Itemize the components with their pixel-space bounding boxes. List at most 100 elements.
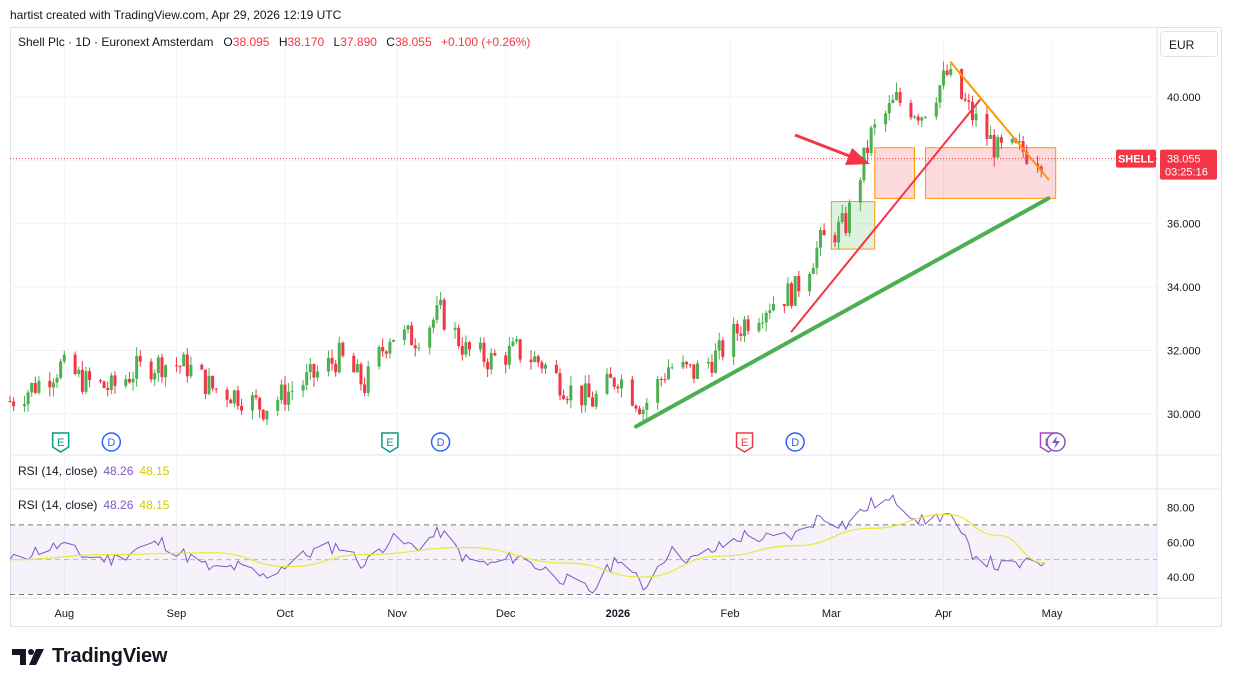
dividend-badge [430,432,451,452]
candle-body [786,283,790,307]
candle-body [638,408,642,414]
candle-body [26,392,30,405]
candle-body [641,409,645,414]
candle-body [37,380,41,393]
orange-resistance-trendline [949,61,1050,181]
time-tick-label: Sep [167,608,187,620]
candle-body [840,213,844,222]
candle-body [934,102,938,117]
candles-group [8,61,1043,426]
candle-body [811,267,815,274]
candle-body [102,381,106,389]
high-label: H [278,35,288,49]
candle-body [554,364,558,374]
candle-body [377,346,381,367]
candle-body [873,124,877,128]
red-arrow-head [845,148,870,165]
candle-body [688,364,692,366]
candle-body [771,304,775,311]
time-tick-label: Nov [387,608,407,620]
candle-body [178,366,182,368]
candle-body [460,345,464,355]
rsi-label-1[interactable]: RSI (14, close) [18,464,98,478]
candle-body [337,342,341,373]
candle-body [818,229,822,248]
candle-body [359,364,363,385]
candle-body [366,366,370,393]
time-tick-label: 2026 [606,608,630,620]
candle-body [985,113,989,139]
time-tick-label: Apr [935,608,952,620]
candle-body [735,323,739,334]
price-tick-label: 34.000 [1167,282,1201,294]
candle-body [815,247,819,268]
candle-body [938,85,942,103]
rsi-label-2[interactable]: RSI (14, close) [18,498,98,512]
candle-body [236,390,240,406]
time-tick-label: Oct [276,608,293,620]
candle-body [189,364,193,377]
candle-body [616,386,620,389]
candle-body [51,382,55,388]
candle-body [757,322,761,331]
candle-body [207,375,211,395]
candle-body [305,372,309,385]
candle-body [529,359,533,363]
candle-body [113,375,117,386]
candle-body [98,380,102,382]
candle-body [200,364,204,370]
tradingview-logo-text: TradingView [52,645,168,667]
price-tag-bg [1160,149,1217,180]
rsi-tick-label: 80.00 [1167,502,1195,514]
candle-body [312,364,316,378]
price-tick-label: 30.000 [1167,409,1201,421]
candle-body [410,325,414,346]
candle-body [858,180,862,203]
candle-body [135,356,139,379]
earnings-badge [51,432,70,453]
candle-body [504,355,508,365]
candle-body [290,390,294,392]
candle-body [963,98,967,101]
candle-body [127,379,131,383]
candle-body [706,361,710,364]
candle-body [714,350,718,373]
candle-body [240,405,244,411]
symbol-title[interactable]: Shell Plc · 1D · Euronext Amsterdam [18,35,214,49]
earnings-badge-letter: E [57,437,64,449]
candle-body [630,379,634,406]
earnings-badge [381,432,399,453]
candle-body [797,276,801,292]
currency-selector[interactable]: EUR [1160,31,1218,57]
candle-body [967,100,971,102]
candle-body [258,397,262,410]
candle-body [88,371,92,381]
low-value: 37.890 [340,35,377,49]
candle-body [583,383,587,406]
candle-body [974,113,978,121]
candle-body [1039,166,1043,172]
red-arrow-shaft [794,133,853,159]
candle-body [782,304,786,307]
candle-body [909,102,913,118]
candle-body [942,70,946,86]
candle-body [884,113,888,125]
candle-body [565,399,569,401]
candle-body [1010,138,1014,143]
candle-body [22,404,26,407]
candle-body [739,333,743,336]
candle-body [562,395,566,400]
candle-body [131,378,135,383]
candle-body [518,339,522,360]
candle-body [507,345,511,365]
green-support-trendline [633,196,1051,429]
rsi-legend-1: RSI (14, close) 48.26 48.15 [18,464,169,478]
tradingview-logo[interactable]: TradingView [12,645,167,668]
attribution-text: hartist created with TradingView.com, Ap… [10,8,342,22]
candle-body [265,410,269,420]
candle-body [746,319,750,331]
chart-frame[interactable] [10,27,1222,627]
rsi-ma-line [9,513,1045,578]
dividend-badge-letter: D [107,437,115,449]
